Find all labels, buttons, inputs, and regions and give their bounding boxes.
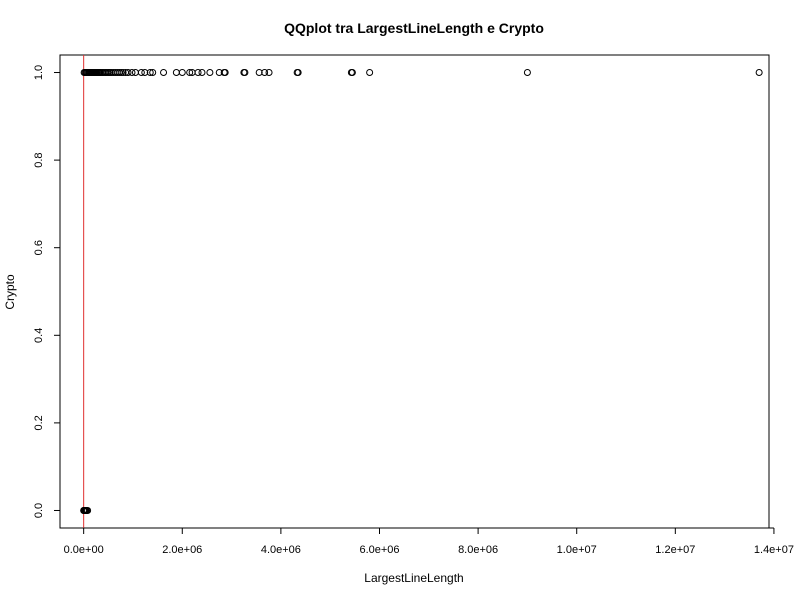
data-point <box>366 69 374 77</box>
x-axis-label: LargestLineLength <box>364 571 463 585</box>
data-point <box>141 69 149 77</box>
data-point <box>255 69 263 77</box>
x-tick-label: 6.0e+06 <box>359 544 399 556</box>
data-point <box>119 69 127 77</box>
y-axis-label: Crypto <box>3 274 17 310</box>
y-tick-label: 0.4 <box>33 328 45 343</box>
data-point <box>523 69 531 77</box>
y-tick-label: 0.6 <box>33 240 45 255</box>
data-point <box>198 69 206 77</box>
x-tick-label: 0.0e+00 <box>64 544 104 556</box>
x-axis: 0.0e+00 2.0e+06 4.0e+06 6.0e+06 8.0e+06 1.0e+… <box>64 527 794 556</box>
data-point <box>178 69 186 77</box>
data-point <box>117 69 125 77</box>
data-point <box>172 69 180 77</box>
data-point <box>294 69 302 77</box>
data-point <box>124 69 132 77</box>
chart-title: QQplot tra LargestLineLength e Crypto <box>284 20 544 36</box>
x-tick-label: 1.2e+07 <box>655 544 695 556</box>
data-point <box>160 69 168 77</box>
y-axis: 0.0 0.2 0.4 0.6 0.8 1.0 <box>33 65 61 518</box>
data-point <box>206 69 214 77</box>
data-point <box>261 69 269 77</box>
plot-frame <box>59 54 770 529</box>
data-point <box>241 69 249 77</box>
data-point <box>186 69 194 77</box>
y-tick-label: 0.8 <box>33 152 45 167</box>
data-point <box>221 69 229 77</box>
data-point <box>84 506 92 514</box>
data-point <box>194 69 202 77</box>
data-point <box>755 69 763 77</box>
x-tick-label: 1.4e+07 <box>754 544 794 556</box>
data-point <box>149 69 157 77</box>
data-point <box>137 69 145 77</box>
data-point <box>265 69 273 77</box>
data-point <box>348 69 356 77</box>
x-tick-label: 2.0e+06 <box>162 544 202 556</box>
x-tick-label: 4.0e+06 <box>261 544 301 556</box>
x-tick-label: 8.0e+06 <box>458 544 498 556</box>
y-tick-label: 0.2 <box>33 415 45 430</box>
data-point <box>128 69 136 77</box>
y-tick-label: 0.0 <box>33 503 45 518</box>
x-tick-label: 1.0e+07 <box>557 544 597 556</box>
data-point <box>146 69 154 77</box>
data-points-layer <box>80 69 763 514</box>
y-tick-label: 1.0 <box>33 65 45 80</box>
